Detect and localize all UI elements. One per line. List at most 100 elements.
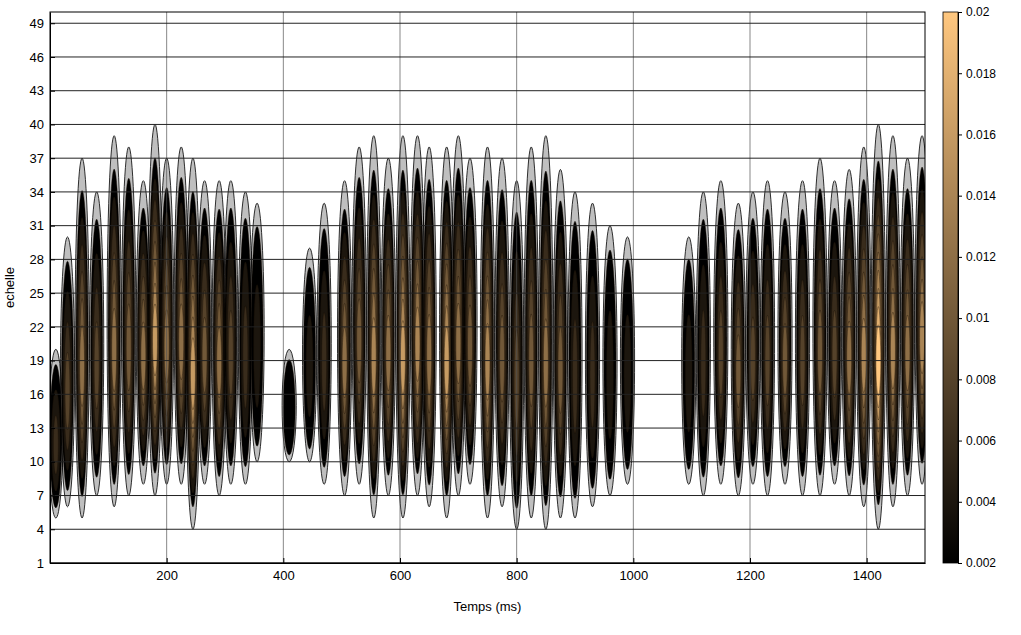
burst-level	[189, 254, 197, 465]
burst-level	[861, 295, 866, 408]
burst-level	[604, 250, 616, 479]
tick: 1200	[736, 558, 765, 583]
burst-level	[386, 290, 391, 408]
burst-level	[861, 318, 866, 393]
burst-level	[832, 310, 837, 397]
tick-mark	[167, 558, 168, 563]
burst-level	[779, 218, 791, 467]
burst-level	[339, 233, 349, 461]
burst-level	[141, 299, 146, 405]
burst-level	[368, 170, 380, 495]
axis-line	[50, 13, 51, 564]
burst-level	[554, 201, 566, 497]
burst-outline	[568, 192, 582, 518]
burst-level	[63, 292, 72, 471]
burst-level	[109, 197, 119, 466]
burst-level	[796, 209, 808, 477]
burst-level	[798, 244, 807, 453]
burst	[539, 136, 553, 530]
burst-level	[355, 238, 363, 424]
burst-level	[342, 303, 347, 413]
colorbar-axis: 0.0020.0040.0060.0080.010.0120.0140.0160…	[958, 5, 996, 570]
burst-level	[190, 296, 195, 437]
burst-level	[557, 264, 565, 456]
burst-outline	[197, 181, 211, 485]
burst-level	[384, 239, 393, 441]
burst-level	[500, 315, 505, 402]
colorbar-tick-mark	[958, 502, 962, 503]
colorbar-tick-label: 0.002	[966, 556, 996, 570]
tick-label: 43	[30, 83, 44, 98]
burst-level	[151, 220, 159, 431]
y-axis: 1471013161922252831343740434649	[30, 13, 55, 571]
colorbar-tick-label: 0.016	[966, 128, 996, 142]
burst-level	[624, 315, 631, 433]
tick-mark	[750, 558, 751, 563]
burst-outline	[696, 192, 710, 496]
burst-level	[187, 192, 199, 507]
burst	[746, 192, 760, 484]
burst-level	[188, 233, 197, 479]
burst-level	[64, 322, 71, 450]
burst-level	[444, 306, 449, 413]
burst	[282, 349, 296, 461]
burst-level	[861, 272, 867, 424]
tick-label: 400	[273, 568, 295, 583]
tick-label: 1200	[736, 568, 765, 583]
burst-outline	[122, 147, 136, 496]
burst-level	[621, 259, 633, 469]
colorbar-tick-mark	[958, 12, 962, 13]
tick: 40	[30, 117, 55, 132]
burst-level	[398, 192, 409, 481]
burst-level	[91, 219, 103, 477]
burst-level	[818, 310, 823, 394]
burst-outline	[585, 203, 599, 507]
burst-level	[153, 283, 158, 390]
colorbar-tick: 0.01	[958, 311, 990, 325]
tick-mark	[400, 558, 401, 563]
burst-level	[150, 200, 159, 446]
burst-level	[736, 335, 741, 408]
burst-level	[873, 179, 884, 493]
tick: 28	[30, 252, 55, 267]
burst	[317, 203, 331, 484]
tick-mark	[50, 394, 55, 395]
colorbar-tick-mark	[958, 73, 962, 74]
burst-level	[919, 257, 925, 404]
burst-level	[875, 252, 882, 444]
burst-outline	[842, 169, 856, 495]
burst-level	[52, 390, 61, 491]
tick-mark	[517, 558, 518, 563]
burst-level	[847, 321, 852, 394]
burst-level	[558, 326, 563, 413]
burst-level	[202, 317, 207, 393]
burst	[915, 136, 925, 485]
burst-level	[782, 297, 788, 414]
burst-level	[683, 259, 695, 469]
tick-label: 16	[30, 387, 44, 402]
tick: 13	[30, 421, 55, 436]
colorbar-tick: 0.012	[958, 250, 996, 264]
burst-level	[555, 232, 565, 476]
grid-line-y	[50, 428, 925, 429]
burst-level	[916, 167, 925, 463]
burst-outline	[524, 147, 538, 518]
burst-level	[371, 293, 376, 413]
burst-outline	[731, 203, 745, 495]
burst	[585, 203, 599, 507]
burst-outline	[553, 169, 567, 518]
colorbar-tick: 0.008	[958, 373, 996, 387]
burst-level	[80, 299, 85, 425]
burst-level	[590, 322, 595, 428]
burst-level	[341, 280, 348, 430]
burst-level	[400, 278, 405, 424]
burst-level	[92, 253, 101, 454]
grid-line-y	[50, 158, 925, 159]
grid-line-y	[50, 394, 925, 395]
tick-label: 34	[30, 185, 44, 200]
burst-level	[444, 285, 449, 426]
burst	[480, 147, 494, 518]
burst	[795, 181, 809, 496]
burst-outline	[746, 192, 760, 484]
burst-level	[816, 249, 824, 435]
